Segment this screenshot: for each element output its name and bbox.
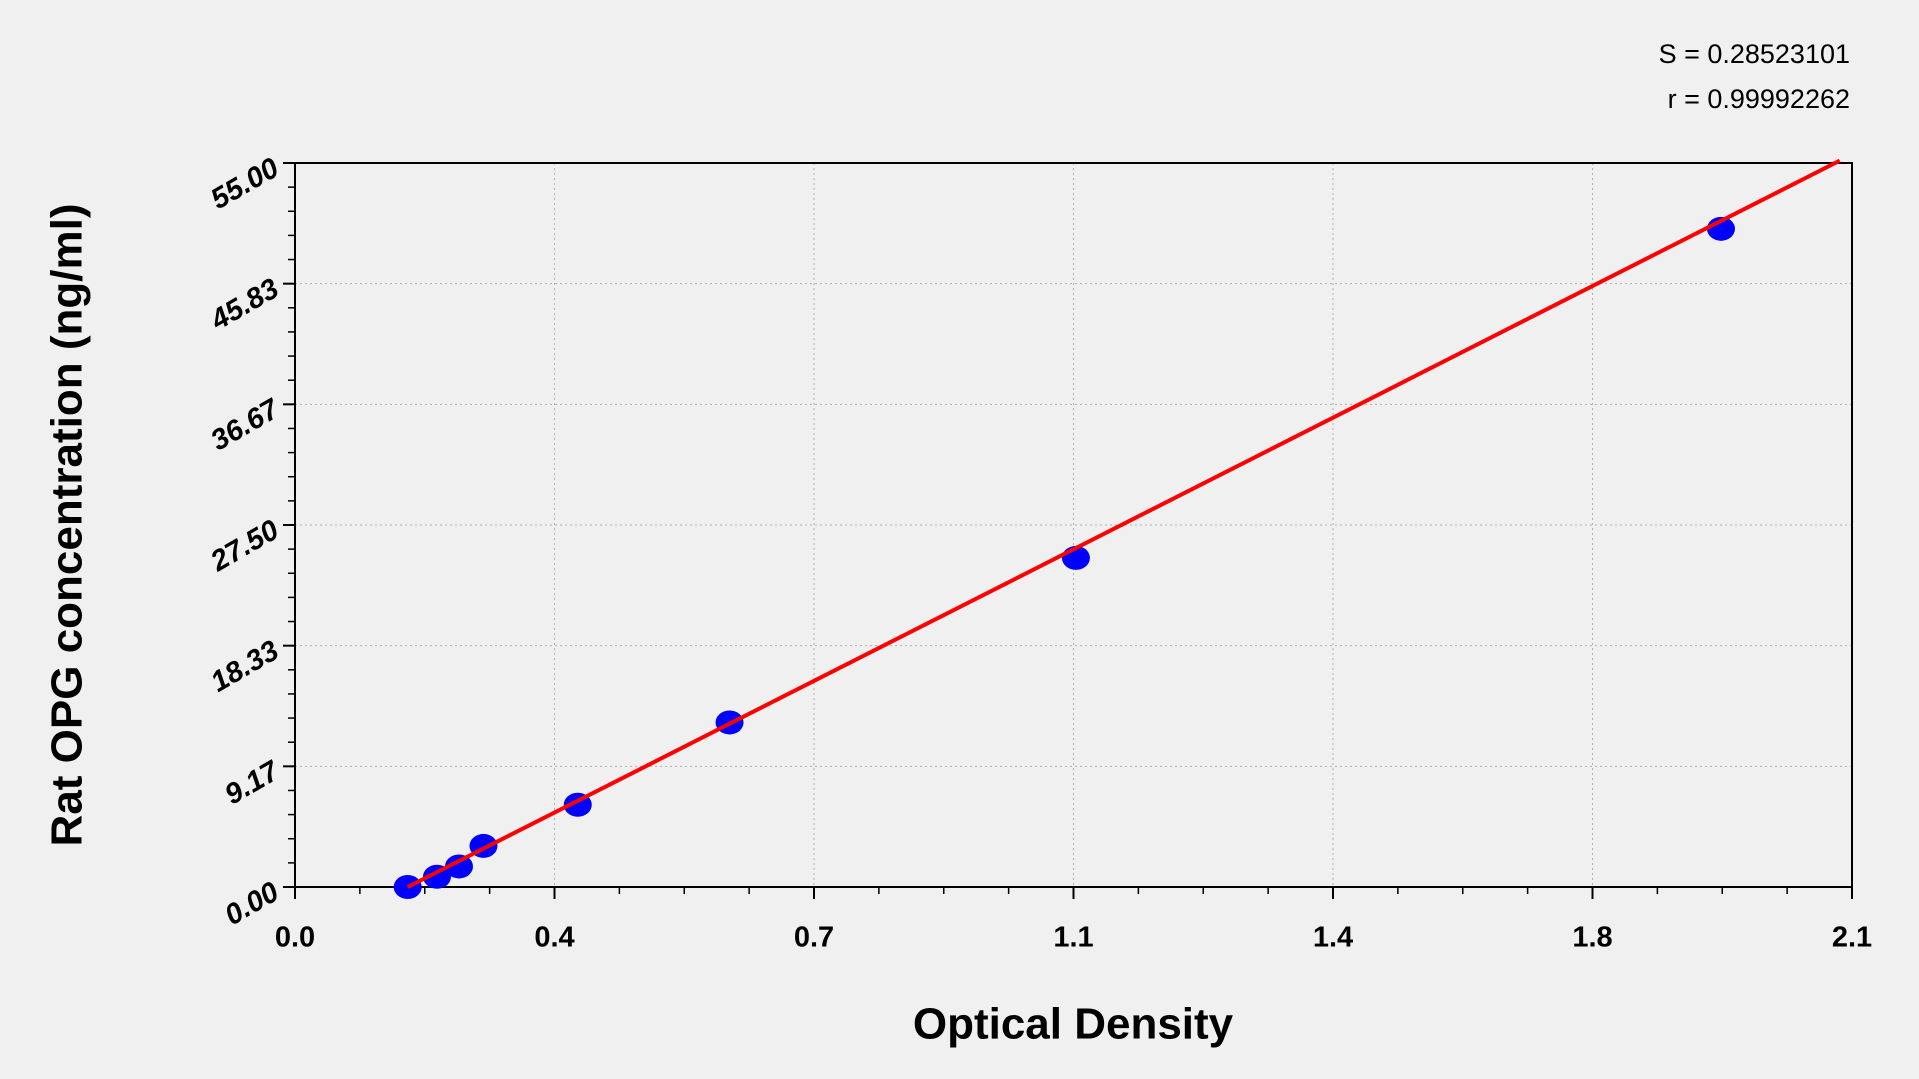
y-tick-label: 18.33: [205, 635, 284, 699]
x-tick-label: 1.4: [1313, 922, 1353, 954]
y-tick-label: 9.17: [219, 754, 286, 811]
y-tick-label: 27.50: [205, 514, 285, 579]
y-tick-label: 45.83: [205, 273, 285, 338]
y-tick-label: 55.00: [205, 152, 284, 216]
annotation: r = 0.99992262: [1668, 84, 1850, 114]
plot-frame: [294, 162, 1853, 888]
x-tick-label: 1.8: [1572, 922, 1612, 954]
y-tick-label: 36.67: [205, 392, 285, 457]
x-tick-label: 0.0: [275, 922, 315, 954]
x-tick-label: 1.1: [1053, 922, 1093, 954]
x-axis-title: Optical Density: [913, 1000, 1234, 1049]
y-axis-title: Rat OPG concentration (ng/ml): [43, 204, 92, 847]
x-tick-label: 0.4: [534, 922, 574, 954]
x-tick-label: 0.7: [794, 922, 834, 954]
fit-line: [406, 158, 1841, 889]
data-point: [445, 854, 474, 879]
annotation: S = 0.28523101: [1659, 39, 1850, 69]
x-tick-label: 2.1: [1832, 922, 1872, 954]
